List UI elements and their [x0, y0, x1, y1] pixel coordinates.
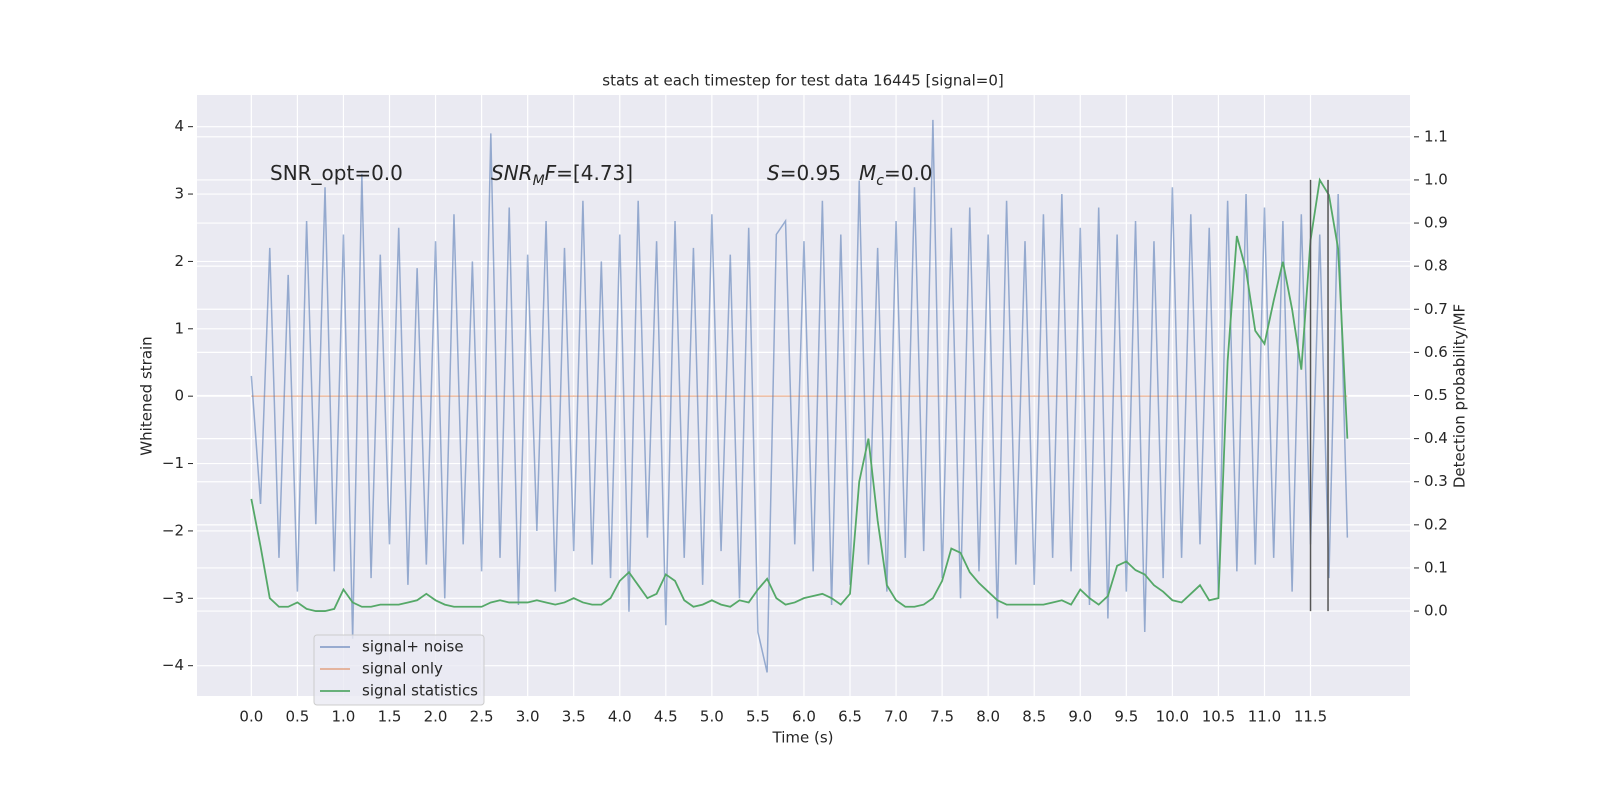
- x-tick-label: 4.0: [608, 708, 632, 726]
- x-tick-label: 0.5: [285, 708, 309, 726]
- x-tick-label: 6.5: [838, 708, 862, 726]
- x-tick-label: 5.0: [700, 708, 724, 726]
- y-tick-label: 3: [174, 185, 184, 203]
- x-tick-label: 3.5: [562, 708, 586, 726]
- annotation-part: =0.0: [884, 161, 933, 185]
- annotation-part: M: [859, 161, 876, 185]
- x-tick-label: 2.5: [470, 708, 494, 726]
- y2-tick-label: 0.4: [1424, 429, 1448, 447]
- legend: signal+ noise signal only signal statistic…: [313, 634, 485, 706]
- y-tick-label: −1: [162, 454, 184, 472]
- y-tick-label: 0: [174, 387, 184, 405]
- annotation: S=0.95: [767, 161, 841, 185]
- annotation-part: =0.95: [780, 161, 841, 185]
- x-tick-label: 4.5: [654, 708, 678, 726]
- annotation-part: c: [876, 173, 884, 189]
- x-tick-label: 3.0: [516, 708, 540, 726]
- annotation-part: =[4.73]: [556, 161, 633, 185]
- x-tick-label: 11.0: [1248, 708, 1281, 726]
- x-tick-label: 1.0: [332, 708, 356, 726]
- y-tick-label: 1: [174, 319, 184, 337]
- annotation-part: SNR: [491, 161, 533, 185]
- y-tick-label: −2: [162, 521, 184, 539]
- x-tick-label: 11.5: [1294, 708, 1327, 726]
- x-tick-label: 9.0: [1068, 708, 1092, 726]
- x-tick-label: 5.5: [746, 708, 770, 726]
- y2-tick-label: 0.0: [1424, 602, 1448, 620]
- y2-tick-label: 1.1: [1424, 127, 1448, 145]
- series-line: [250, 119, 1349, 673]
- x-tick-label: 1.5: [378, 708, 402, 726]
- x-tick-label: 9.5: [1114, 708, 1138, 726]
- x-tick-label: 6.0: [792, 708, 816, 726]
- x-tick-label: 8.5: [1022, 708, 1046, 726]
- annotation-part: S: [767, 161, 780, 185]
- y-tick-label: −4: [162, 656, 184, 674]
- x-tick-label: 10.5: [1202, 708, 1235, 726]
- annotation-part: F: [545, 161, 557, 185]
- annotation: SNR_opt=0.0: [270, 161, 403, 185]
- annotation-part: M: [533, 173, 545, 189]
- y2-tick-label: 0.6: [1424, 343, 1448, 361]
- y2-tick-label: 0.7: [1424, 300, 1448, 318]
- x-tick-label: 2.0: [424, 708, 448, 726]
- x-axis-label: Time (s): [772, 729, 834, 747]
- x-tick-label: 7.5: [930, 708, 954, 726]
- x-tick-label: 0.0: [239, 708, 263, 726]
- x-tick-label: 10.0: [1156, 708, 1189, 726]
- x-tick-label: 8.0: [976, 708, 1000, 726]
- legend-label: signal only: [362, 660, 443, 678]
- y2-tick-label: 0.5: [1424, 386, 1448, 404]
- y2-tick-label: 0.2: [1424, 515, 1448, 533]
- legend-label: signal statistics: [362, 682, 478, 700]
- y-tick-label: −3: [162, 589, 184, 607]
- legend-box: [313, 634, 485, 706]
- annotation-part: SNR_opt=0.0: [270, 161, 403, 185]
- x-tick-label: 7.0: [884, 708, 908, 726]
- chart-title: stats at each timestep for test data 164…: [602, 72, 1003, 90]
- legend-label: signal+ noise: [362, 638, 464, 656]
- annotation: SNRMF=[4.73]: [491, 161, 633, 189]
- y-axis-label: Whitened strain: [138, 336, 156, 455]
- series-line: [250, 177, 1349, 612]
- y2-tick-label: 0.9: [1424, 214, 1448, 232]
- y2-tick-label: 0.1: [1424, 558, 1448, 576]
- y-tick-label: 2: [174, 252, 184, 270]
- y2-tick-label: 1.0: [1424, 170, 1448, 188]
- annotation: Mc=0.0: [859, 161, 933, 189]
- y2-axis-label: Detection probability/MF: [1451, 304, 1469, 488]
- y2-tick-label: 0.3: [1424, 472, 1448, 490]
- y2-tick-label: 0.8: [1424, 257, 1448, 275]
- y-tick-label: 4: [174, 117, 184, 135]
